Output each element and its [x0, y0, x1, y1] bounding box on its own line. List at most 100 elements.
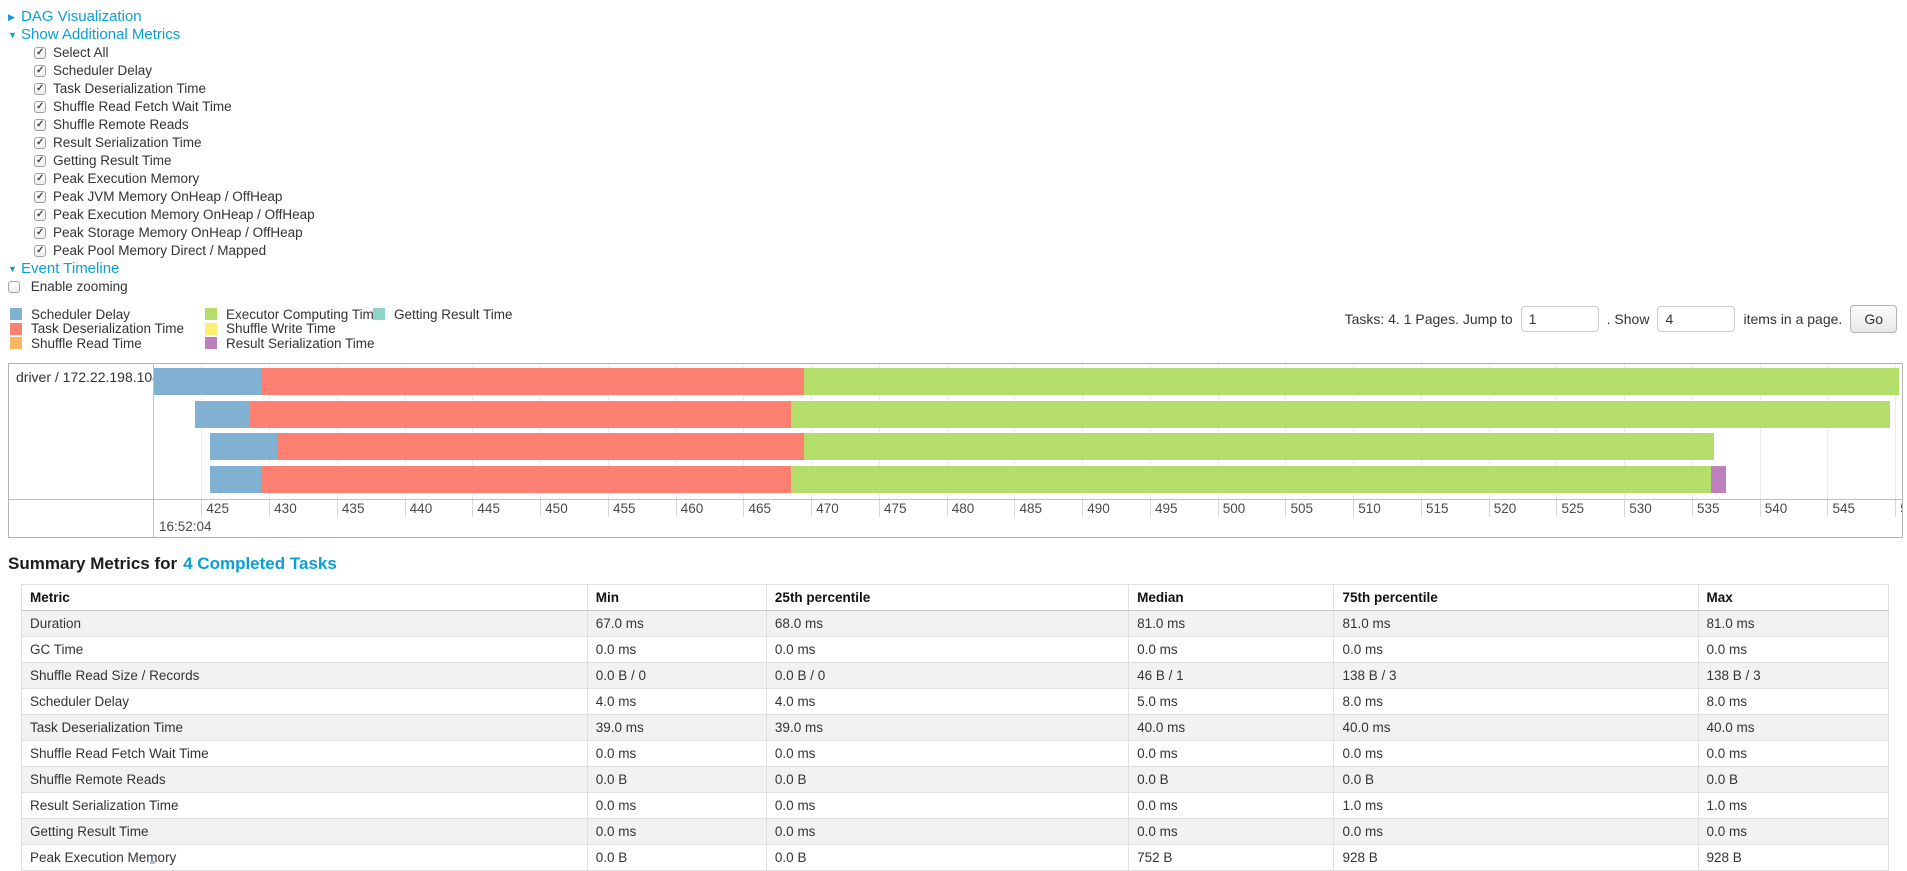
task-segment [790, 465, 1711, 493]
metric-name-cell: Shuffle Remote Reads [21, 766, 588, 793]
metric-name-cell: Shuffle Read Size / Records [21, 662, 588, 689]
metric-checkbox-row[interactable]: Peak Storage Memory OnHeap / OffHeap [8, 224, 1903, 242]
metric-checkbox[interactable] [34, 137, 46, 149]
legend-column: Getting Result Time [373, 307, 513, 351]
legend-item: Shuffle Read Time [10, 336, 205, 351]
axis-tick-label: 500 [1217, 500, 1245, 517]
metric-checkbox-row[interactable]: Result Serialization Time [8, 134, 1903, 152]
axis-tick-label: 485 [1014, 500, 1042, 517]
completed-tasks-link[interactable]: 4 Completed Tasks [183, 554, 337, 573]
task-timeline-bar [154, 400, 1902, 428]
metric-checkbox[interactable] [34, 155, 46, 167]
metric-checkbox-row[interactable]: Getting Result Time [8, 152, 1903, 170]
metric-checkbox-row[interactable]: Shuffle Remote Reads [8, 116, 1903, 134]
metric-value-cell: 0.0 B / 0 [765, 662, 1130, 689]
summary-column-header: Max [1697, 584, 1890, 611]
summary-table-row: Shuffle Read Fetch Wait Time 0.0 ms 0.0 ms… [21, 740, 1890, 767]
metric-value-cell: 0.0 B [1333, 766, 1699, 793]
metric-checkbox[interactable] [34, 245, 46, 257]
metric-value-cell: 928 B [1697, 844, 1890, 871]
axis-gridline [1691, 364, 1693, 499]
axis-tick-label: 445 [472, 500, 500, 517]
show-additional-metrics-link[interactable]: ▼ Show Additional Metrics [8, 26, 1903, 44]
axis-gridline [1556, 364, 1558, 499]
axis-gridline [336, 364, 338, 499]
legend-swatch-icon [373, 308, 385, 321]
metric-checkbox-label: Peak JVM Memory OnHeap / OffHeap [53, 189, 283, 204]
task-segment [154, 368, 263, 395]
metric-value-cell: 1.0 ms [1697, 792, 1890, 819]
metric-checkbox[interactable] [34, 119, 46, 131]
legend-item: Scheduler Delay [10, 307, 205, 322]
axis-gridline [201, 364, 203, 499]
legend-label: Shuffle Read Time [31, 335, 142, 351]
metric-checkbox-row[interactable]: Task Deserialization Time [8, 80, 1903, 98]
metric-value-cell: 928 B [1333, 844, 1699, 871]
summary-table-body: Duration 67.0 ms 68.0 ms 81.0 ms 81.0 ms 81.0… [21, 610, 1890, 871]
axis-tick-label: 440 [404, 500, 432, 517]
axis-tick-label: 470 [811, 500, 839, 517]
event-timeline-link[interactable]: ▼ Event Timeline [8, 260, 1903, 278]
enable-zooming-row[interactable]: Enable zooming [8, 278, 1903, 296]
metric-value-cell: 0.0 ms [765, 792, 1130, 819]
enable-zooming-label: Enable zooming [30, 279, 128, 294]
show-additional-metrics-label: Show Additional Metrics [21, 26, 181, 43]
task-segment [262, 368, 805, 395]
summary-table-row: Shuffle Read Size / Records 0.0 B / 0 0.0 … [21, 662, 1890, 689]
metric-checkbox[interactable] [34, 47, 46, 59]
legend-item: Shuffle Write Time [205, 321, 373, 336]
metric-value-cell: 67.0 ms [586, 610, 767, 637]
pagination-tasks-text: Tasks: 4. 1 Pages. Jump to [1344, 311, 1513, 327]
metric-checkbox[interactable] [34, 191, 46, 203]
metric-checkbox[interactable] [34, 209, 46, 221]
timeline-controls: Scheduler Delay Task Deserialization Time… [8, 305, 1903, 361]
legend-item: Result Serialization Time [205, 336, 375, 351]
arrow-open-icon: ▼ [8, 264, 17, 274]
metric-checkbox[interactable] [34, 173, 46, 185]
metric-checkbox[interactable] [34, 83, 46, 95]
timeline-axis-ticks: 16:52:04 425 430 435 440 445 450 455 460 465 470 4… [154, 500, 1902, 537]
metric-checkbox-label: Shuffle Remote Reads [53, 117, 189, 132]
metric-value-cell: 138 B / 3 [1333, 662, 1699, 689]
axis-gridline [811, 364, 813, 499]
metric-value-cell: 0.0 ms [586, 818, 767, 845]
metric-name-cell: Getting Result Time [21, 818, 588, 845]
enable-zooming-checkbox[interactable] [8, 281, 20, 293]
metric-checkbox[interactable] [34, 101, 46, 113]
axis-time-label: 16:52:04 [159, 519, 212, 534]
metric-value-cell: 0.0 ms [1333, 740, 1699, 767]
axis-gridline [540, 364, 542, 499]
summary-table-row: Result Serialization Time 0.0 ms 0.0 ms 0.0… [21, 792, 1890, 819]
metric-checkbox-label: Result Serialization Time [53, 135, 202, 150]
metric-checkbox-row[interactable]: Scheduler Delay [8, 62, 1903, 80]
metric-value-cell: 0.0 B [1697, 766, 1890, 793]
metric-checkbox[interactable] [34, 227, 46, 239]
dag-visualization-link[interactable]: ▶ DAG Visualization [8, 8, 1903, 26]
metric-value-cell: 81.0 ms [1697, 610, 1890, 637]
task-segment [804, 433, 1714, 461]
metric-value-cell: 0.0 ms [1128, 792, 1335, 819]
task-segment [194, 400, 251, 428]
metric-checkbox-label: Getting Result Time [53, 153, 172, 168]
go-button[interactable]: Go [1850, 305, 1897, 333]
metric-name-cell: Task Deserialization Time [21, 714, 588, 741]
metric-value-cell: 8.0 ms [1697, 688, 1890, 715]
metric-checkbox-row[interactable]: Peak Execution Memory OnHeap / OffHeap [8, 206, 1903, 224]
items-per-page-input[interactable] [1657, 306, 1736, 332]
metric-checkbox-row[interactable]: Peak Pool Memory Direct / Mapped [8, 242, 1903, 260]
metric-checkbox-row[interactable]: Shuffle Read Fetch Wait Time [8, 98, 1903, 116]
metric-value-cell: 39.0 ms [765, 714, 1130, 741]
metric-checkbox-row[interactable]: Peak Execution Memory [8, 170, 1903, 188]
metric-checkbox-row[interactable]: Select All [8, 44, 1903, 62]
axis-tick-label: 450 [540, 500, 568, 517]
axis-gridline [607, 364, 609, 499]
axis-tick-label: 495 [1149, 500, 1177, 517]
task-segment [250, 400, 791, 428]
metric-checkbox-row[interactable]: Peak JVM Memory OnHeap / OffHeap [8, 188, 1903, 206]
axis-tick-label: 535 [1691, 500, 1720, 517]
metric-value-cell: 46 B / 1 [1128, 662, 1335, 689]
summary-heading-text: Summary Metrics for [8, 554, 178, 573]
jump-to-page-input[interactable] [1520, 306, 1599, 332]
metric-checkbox[interactable] [34, 65, 46, 77]
axis-gridline [1895, 364, 1897, 499]
